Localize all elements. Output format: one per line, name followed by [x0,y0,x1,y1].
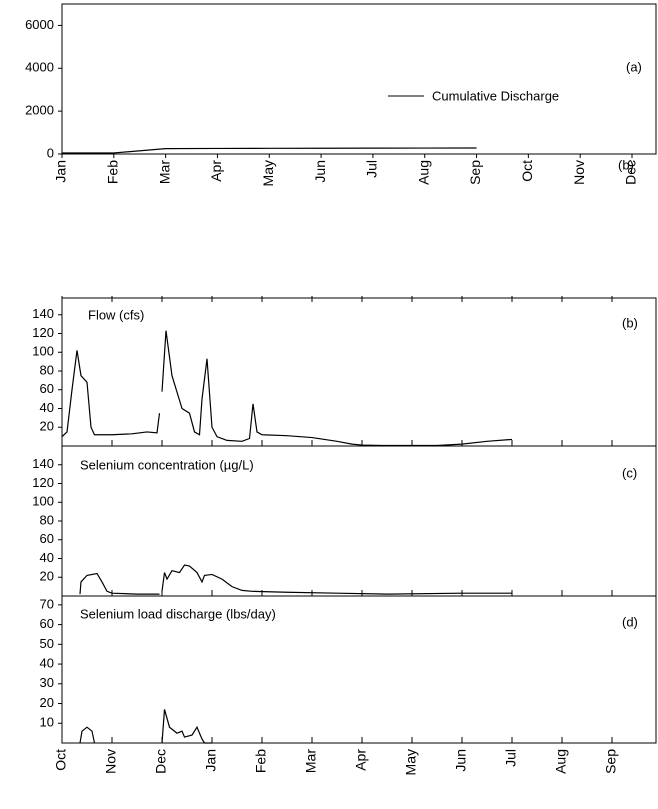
y-tick-label: 40 [40,656,54,671]
y-tick-label: 20 [40,419,54,434]
y-tick-label: 120 [32,325,54,340]
y-tick-label: 50 [40,636,54,651]
x-tick-label: Dec [153,749,169,774]
y-tick-label: 40 [40,550,54,565]
annotation: Flow (cfs) [88,307,144,322]
annotation: (b) [622,315,638,330]
y-tick-label: 140 [32,306,54,321]
y-tick-label: 80 [40,512,54,527]
x-tick-label: Jun [453,749,469,772]
x-tick-label: Oct [519,160,535,182]
y-tick-label: 20 [40,695,54,710]
x-tick-label: Jun [312,160,328,183]
y-tick-label: 20 [40,569,54,584]
y-tick-label: 80 [40,362,54,377]
y-tick-label: 2000 [25,103,54,118]
legend-label: Cumulative Discharge [432,88,559,103]
x-tick-label: Jul [503,749,519,767]
annotation: (a) [626,59,642,74]
y-tick-label: 6000 [25,17,54,32]
x-tick-label: May [260,160,276,186]
x-tick-label: Dec [623,160,639,185]
data-line [62,147,477,154]
y-tick-label: 100 [32,344,54,359]
panel-frame [61,3,657,155]
y-tick-label: 60 [40,531,54,546]
x-tick-label: Aug [553,749,569,774]
y-tick-label: 120 [32,475,54,490]
x-tick-label: Apr [208,160,224,182]
x-tick-label: Mar [156,160,172,184]
data-line [61,330,513,447]
y-tick-label: 60 [40,616,54,631]
panel-frame [61,297,657,744]
y-tick-label: 4000 [25,60,54,75]
annotation: (c) [622,465,637,480]
x-tick-label: Feb [105,160,121,184]
data-line [79,709,212,744]
annotation: Selenium load discharge (lbs/day) [80,606,276,621]
annotation: Selenium concentration (µg/L) [80,457,254,472]
annotation: (d) [622,614,638,629]
x-tick-label: Nov [103,749,119,774]
y-tick-label: 70 [40,596,54,611]
y-tick-label: 100 [32,494,54,509]
annotation: (b) [618,157,634,172]
x-tick-label: Jan [203,749,219,772]
x-tick-label: Apr [353,749,369,771]
x-tick-label: Feb [253,749,269,773]
y-tick-label: 60 [40,381,54,396]
y-tick-label: 30 [40,675,54,690]
y-tick-label: 40 [40,400,54,415]
y-tick-label: 140 [32,456,54,471]
x-tick-label: Jan [53,160,69,183]
x-tick-label: Mar [303,749,319,773]
x-tick-label: Oct [53,749,69,771]
y-tick-label: 0 [47,145,54,160]
x-tick-label: Sep [603,749,619,774]
y-tick-label: 10 [40,715,54,730]
data-line [79,564,512,595]
x-tick-label: Nov [571,160,587,185]
x-tick-label: May [403,749,419,775]
x-tick-label: Sep [467,160,483,185]
x-tick-label: Aug [415,160,431,185]
x-tick-label: Jul [364,160,380,178]
